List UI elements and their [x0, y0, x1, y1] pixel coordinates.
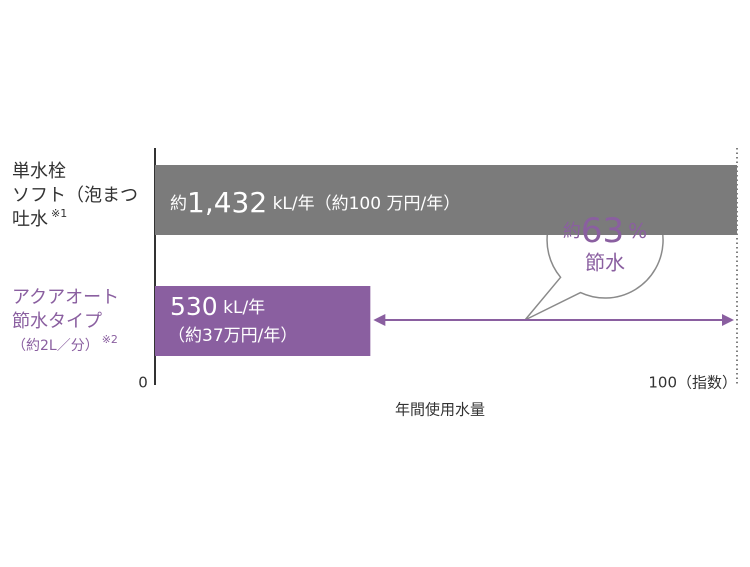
category-label: （約2L／分） ※2: [12, 333, 118, 354]
annotation-part: 約: [170, 194, 187, 214]
category-label: 吐水 ※1: [12, 207, 67, 230]
x-axis-label: 年間使用水量: [395, 401, 485, 419]
category-note: ※2: [102, 333, 118, 346]
annotation-part: kL/年: [218, 298, 265, 318]
category-note: ※1: [51, 207, 67, 220]
x-tick-label: 0: [138, 374, 148, 392]
arrow-head: [722, 314, 734, 326]
category-label-line: （約2L／分）: [12, 338, 99, 354]
category-label: 単水栓: [12, 161, 66, 182]
bar-annotation: 530 kL/年: [170, 292, 265, 321]
category-label-line: ソフト（泡まつ: [12, 185, 138, 206]
category-label: アクアオート: [12, 287, 119, 308]
arrow-head: [373, 314, 386, 326]
annotation-part: 1,432: [187, 186, 267, 219]
callout-value: 約63%: [563, 211, 647, 251]
category-label: 節水タイプ: [12, 311, 102, 332]
annotation-part: kL/年（約100 万円/年）: [267, 194, 460, 214]
category-label-line: 吐水: [12, 209, 48, 230]
category-label-line: 節水タイプ: [12, 311, 102, 332]
callout-number: 63: [581, 211, 624, 251]
bar-annotation: 約1,432 kL/年（約100 万円/年）: [170, 186, 460, 219]
bar: [155, 286, 371, 356]
x-tick-label: 100（指数）: [648, 374, 737, 392]
bar-annotation: （約37万円/年）: [168, 326, 297, 346]
callout-unit: %: [628, 219, 647, 243]
callout-caption: 節水: [585, 251, 625, 275]
category-label: ソフト（泡まつ: [12, 185, 138, 206]
bar: [155, 165, 737, 235]
category-label-line: 単水栓: [12, 161, 66, 182]
callout-prefix: 約: [563, 221, 581, 242]
category-label-line: アクアオート: [12, 287, 119, 308]
annotation-part: 530: [170, 292, 218, 321]
